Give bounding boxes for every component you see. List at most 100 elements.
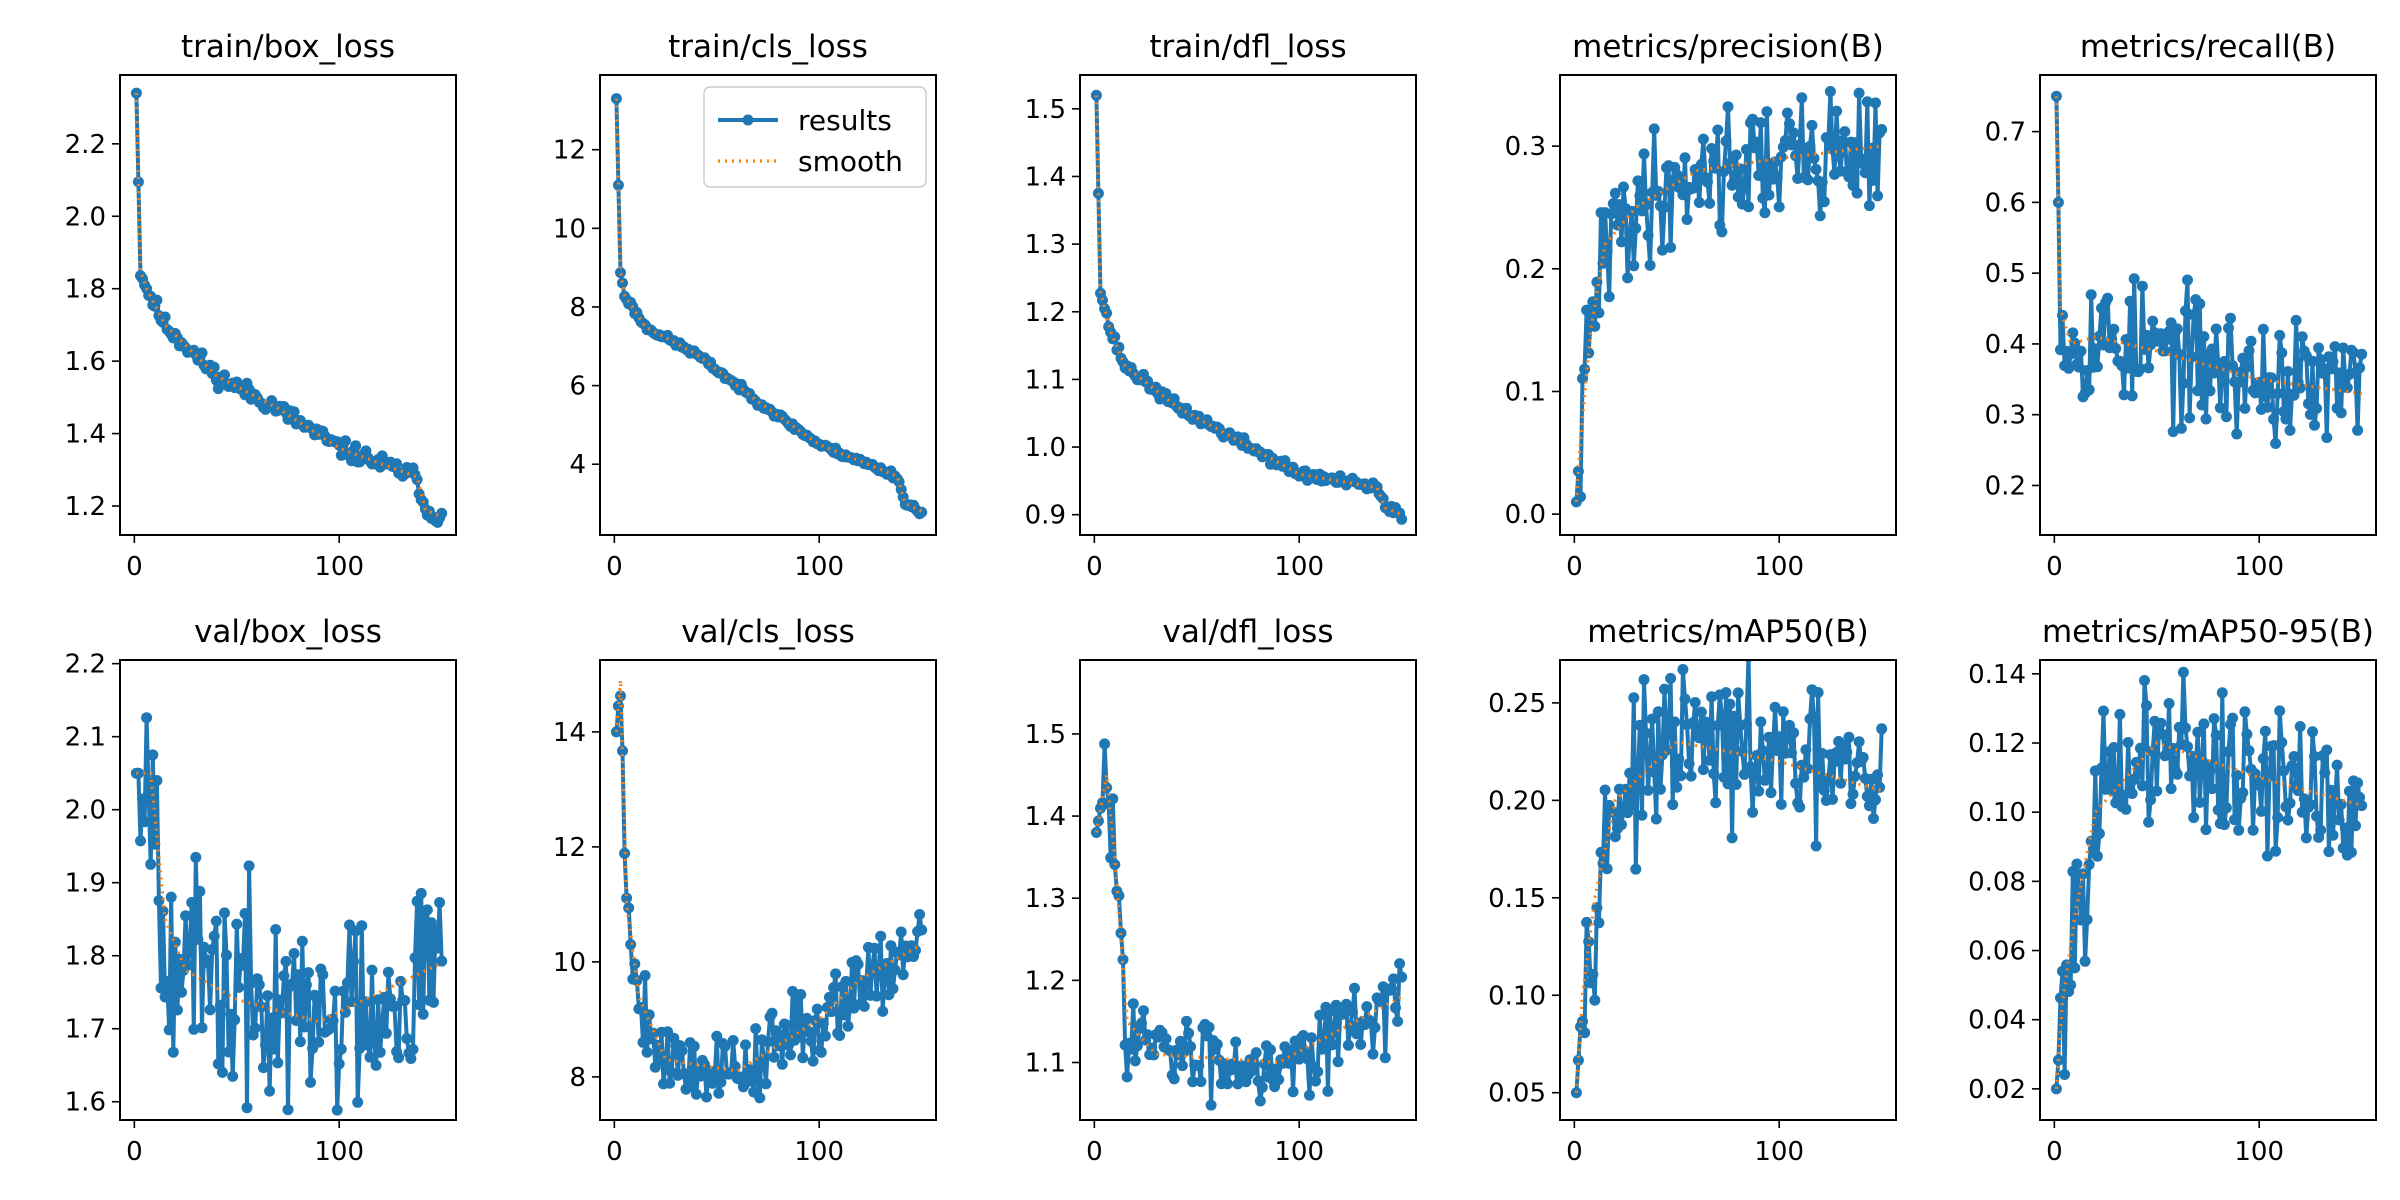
results-point	[1679, 152, 1691, 164]
results-point	[1396, 971, 1408, 983]
x-tick-label: 0	[1086, 552, 1103, 582]
results-point	[1304, 1089, 1315, 1101]
x-tick-label: 100	[794, 1137, 844, 1167]
results-point	[1193, 1060, 1205, 1071]
results-point	[1695, 158, 1707, 170]
smooth-line	[2054, 96, 2362, 396]
results-point	[2177, 666, 2189, 678]
results-point	[2229, 814, 2241, 826]
results-point	[1099, 738, 1111, 750]
results-point	[2198, 718, 2210, 730]
results-point	[1704, 754, 1716, 766]
results-point	[1775, 798, 1787, 810]
results-point	[871, 990, 883, 1002]
results-point	[2120, 334, 2132, 345]
chart-panel: train/dfl_loss 0 100 0.9 1.0 1.1 1.2 1.3 1.4 1.5	[1025, 29, 1417, 582]
results-point	[1775, 151, 1787, 163]
chart-title: val/cls_loss	[681, 614, 855, 650]
results-point	[612, 179, 624, 191]
results-point	[1349, 982, 1360, 994]
results-point	[1859, 167, 1871, 179]
results-point	[1773, 201, 1785, 213]
results-point	[411, 474, 423, 486]
smooth-line	[136, 771, 443, 1024]
results-point	[2259, 725, 2271, 737]
results-point	[1585, 977, 1597, 989]
results-point	[159, 991, 171, 1003]
results-point	[1796, 92, 1808, 104]
plot-frame	[119, 74, 457, 536]
y-tick-label: 1.5	[1025, 720, 1066, 750]
results-point	[1831, 746, 1843, 758]
results-point	[785, 1049, 796, 1061]
results-point	[1322, 1085, 1334, 1097]
results-point	[2231, 428, 2243, 440]
results-point	[1679, 693, 1691, 705]
results-point	[192, 933, 204, 945]
results-point	[637, 1036, 649, 1048]
results-point	[869, 942, 880, 954]
results-point	[2352, 424, 2364, 436]
results-point	[2122, 737, 2134, 748]
results-line	[1574, 660, 1884, 1093]
results-point	[288, 948, 300, 959]
results-point	[1876, 723, 1888, 735]
results-point	[1148, 1049, 1160, 1061]
y-tick-label: 0.25	[1488, 689, 1546, 719]
y-tick-label: 2.0	[65, 796, 106, 826]
results-point	[1652, 706, 1664, 718]
results-point	[268, 1043, 280, 1055]
results-point	[260, 1039, 271, 1051]
results-point	[1168, 1073, 1180, 1085]
results-point	[2352, 777, 2364, 789]
results-point	[1203, 1021, 1215, 1033]
results-point	[1702, 723, 1713, 735]
results-point	[1781, 107, 1793, 119]
legend-results-label: results	[798, 104, 892, 137]
legend-results-marker	[742, 114, 754, 126]
results-point	[1640, 727, 1652, 739]
results-line	[1094, 95, 1404, 520]
results-point	[897, 969, 909, 981]
results-point	[1195, 1076, 1207, 1088]
results-point	[2339, 822, 2351, 834]
results-point	[399, 995, 411, 1006]
results-point	[2184, 412, 2196, 424]
results-point	[914, 909, 926, 920]
results-point	[1724, 698, 1736, 710]
chart-title: val/dfl_loss	[1163, 614, 1334, 650]
results-point	[1306, 1032, 1317, 1044]
results-point	[2288, 389, 2300, 401]
results-point	[776, 1058, 788, 1070]
results-point	[161, 976, 173, 987]
results-point	[2311, 402, 2323, 414]
results-point	[1642, 229, 1654, 241]
results-point	[204, 1004, 216, 1016]
results-point	[143, 790, 155, 802]
results-point	[1634, 190, 1646, 202]
results-point	[1687, 182, 1699, 194]
results-point	[2321, 744, 2333, 756]
results-point	[1642, 784, 1654, 796]
results-point	[1583, 347, 1595, 359]
results-point	[366, 964, 378, 976]
results-point	[797, 1052, 809, 1064]
results-point	[1712, 720, 1724, 731]
results-point	[1665, 241, 1677, 253]
results-point	[1868, 813, 1879, 824]
results-point	[1293, 1053, 1305, 1065]
results-point	[2239, 706, 2251, 718]
results-point	[2126, 390, 2138, 402]
y-tick-label: 2.0	[65, 202, 106, 232]
y-tick-label: 0.20	[1488, 786, 1546, 816]
results-point	[176, 986, 187, 998]
results-point	[2089, 343, 2101, 355]
results-point	[1589, 994, 1601, 1006]
results-point	[617, 745, 628, 757]
results-point	[1127, 998, 1139, 1010]
results-point	[147, 749, 159, 761]
results-point	[348, 956, 360, 967]
results-point	[2218, 819, 2230, 831]
results-point	[1755, 716, 1767, 728]
results-point	[2206, 783, 2218, 795]
